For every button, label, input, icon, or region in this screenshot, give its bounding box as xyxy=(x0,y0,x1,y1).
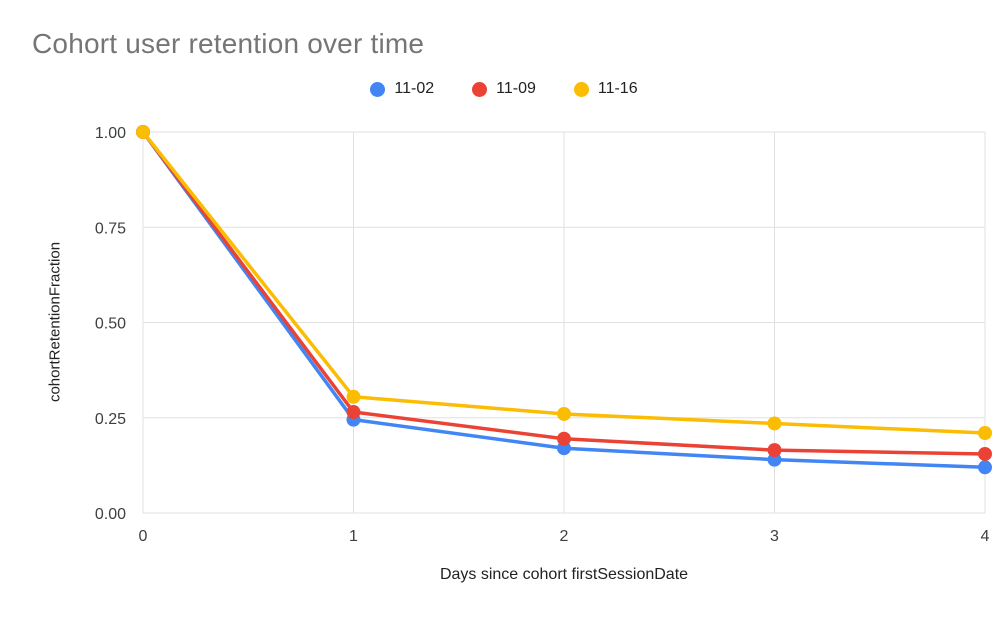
x-tick-label: 0 xyxy=(139,528,148,545)
x-tick-label: 2 xyxy=(560,528,569,545)
chart-legend: 11-02 11-09 11-16 xyxy=(0,80,1008,98)
x-tick-label: 3 xyxy=(770,528,779,545)
x-tick-label: 4 xyxy=(981,528,990,545)
data-point-11-16 xyxy=(767,416,782,431)
x-axis-label: Days since cohort firstSessionDate xyxy=(439,566,689,583)
legend-dot-icon xyxy=(573,81,589,97)
data-point-11-09 xyxy=(557,431,571,446)
y-tick-label: 0.00 xyxy=(95,506,126,523)
y-tick-label: 0.25 xyxy=(95,411,126,428)
data-point-11-16 xyxy=(557,406,571,421)
data-point-11-16 xyxy=(978,425,992,440)
data-point-11-09 xyxy=(346,405,361,420)
data-point-11-09 xyxy=(978,446,992,461)
legend-dot-icon xyxy=(472,81,488,97)
y-tick-label: 0.50 xyxy=(95,316,126,333)
data-point-11-09 xyxy=(767,443,782,458)
y-tick-label: 1.00 xyxy=(95,125,126,142)
y-axis-label: cohortRetentionFraction xyxy=(46,241,64,403)
chart-title: Cohort user retention over time xyxy=(32,28,425,59)
legend-item-11-09: 11-09 xyxy=(472,80,536,98)
legend-item-11-16: 11-16 xyxy=(573,80,638,98)
legend-item-11-02: 11-02 xyxy=(370,80,434,98)
data-point-11-16 xyxy=(136,125,150,139)
y-tick-label: 0.75 xyxy=(95,220,126,237)
legend-label: 11-09 xyxy=(496,80,536,97)
data-point-11-16 xyxy=(346,389,361,404)
legend-label: 11-02 xyxy=(394,80,435,97)
x-tick-label: 1 xyxy=(349,528,358,545)
legend-dot-icon xyxy=(370,81,386,97)
data-point-11-02 xyxy=(978,460,992,475)
legend-label: 11-16 xyxy=(597,80,638,97)
